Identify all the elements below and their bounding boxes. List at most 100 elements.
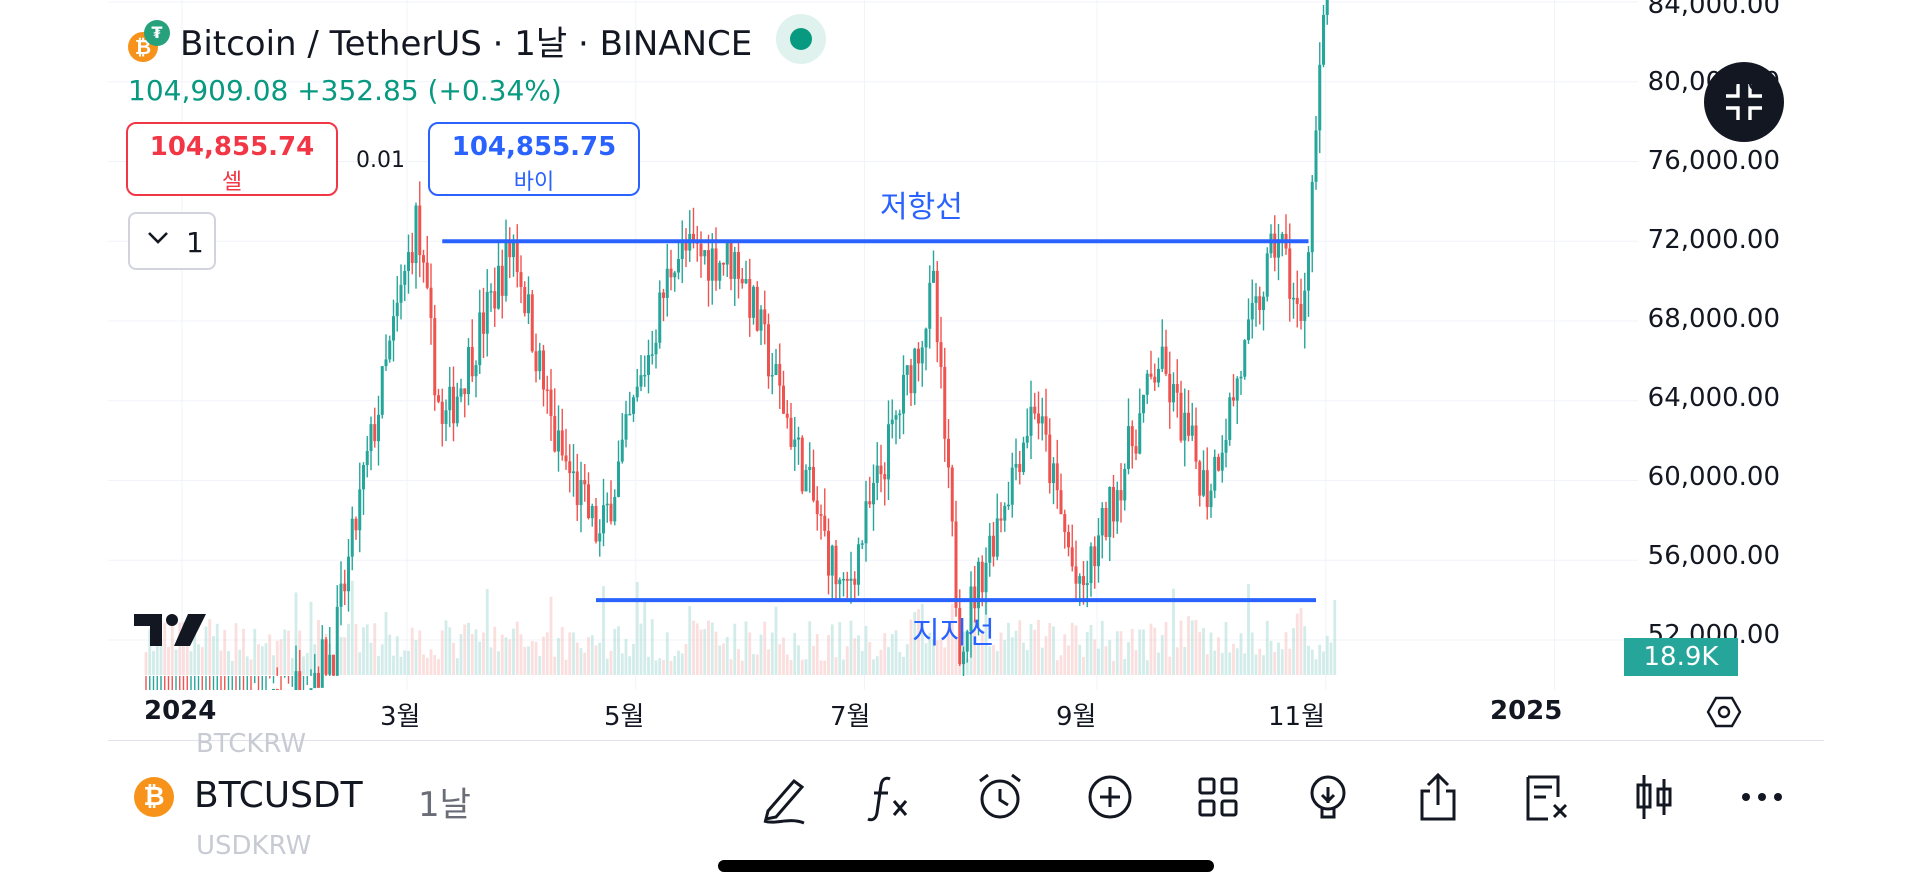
volume-bar — [410, 627, 414, 675]
volume-bar — [767, 649, 770, 675]
spread-value: 0.01 — [356, 148, 405, 173]
volume-bar — [1153, 627, 1157, 675]
candle-body — [677, 258, 680, 273]
candle-body — [770, 375, 774, 377]
candle-body — [482, 312, 485, 334]
candle-body — [455, 396, 459, 424]
collapse-button[interactable] — [1704, 62, 1784, 142]
volume-bar — [1265, 620, 1269, 675]
candle-body — [999, 518, 1003, 521]
volume-bar — [1295, 613, 1299, 675]
candle-body — [1082, 576, 1085, 586]
volume-bar — [560, 626, 564, 675]
candle-body — [1220, 452, 1224, 471]
volume-bar — [512, 628, 515, 675]
volume-bar — [1284, 632, 1288, 675]
candle-body — [812, 466, 815, 501]
candle-body — [1007, 504, 1010, 507]
watchlist-button[interactable] — [1516, 767, 1576, 827]
sell-price: 104,855.74 — [149, 132, 315, 162]
candle-body — [542, 350, 545, 390]
volume-bar — [684, 643, 688, 675]
volume-bar — [849, 620, 853, 675]
candle-body — [763, 309, 767, 325]
volume-bar — [804, 659, 808, 675]
candle-body — [913, 348, 917, 394]
alarm-button[interactable] — [970, 767, 1030, 827]
volume-bar — [1194, 620, 1198, 675]
volume-bar — [257, 644, 260, 675]
volume-bar — [358, 652, 362, 675]
volume-bar — [343, 637, 347, 675]
candle-body — [1164, 346, 1168, 374]
resistance-label[interactable]: 저항선 — [880, 190, 963, 225]
volume-bar — [1018, 620, 1022, 675]
support-label[interactable]: 지지선 — [912, 616, 995, 651]
volume-bar — [242, 628, 245, 675]
buy-price: 104,855.75 — [451, 132, 617, 162]
volume-bar — [632, 643, 635, 675]
layout-button[interactable] — [1188, 767, 1248, 827]
candle-body — [433, 318, 437, 396]
volume-bar — [827, 635, 830, 675]
candle-body — [452, 386, 455, 424]
candle-body — [1119, 490, 1123, 501]
candle-body — [1213, 456, 1217, 491]
candle-body — [703, 250, 707, 257]
sell-button[interactable]: 104,855.74 셀 — [126, 122, 338, 196]
volume-bar — [557, 638, 560, 675]
symbol-title[interactable]: Bitcoin / TetherUS · 1날 · BINANCE — [180, 24, 753, 64]
chart-area[interactable] — [108, 0, 1808, 690]
candle-body — [838, 579, 842, 585]
candle-body — [602, 505, 605, 534]
price-axis-label: 60,000.00 — [1647, 462, 1780, 492]
volume-bar — [530, 641, 534, 675]
chart-type-button[interactable] — [1624, 767, 1684, 827]
volume-bar — [305, 652, 309, 675]
candle-body — [553, 416, 557, 452]
candle-body — [1314, 130, 1318, 182]
volume-bar — [395, 636, 399, 675]
buy-button[interactable]: 104,855.75 바이 — [428, 122, 640, 196]
candle-body — [1247, 319, 1250, 341]
more-button[interactable] — [1732, 767, 1792, 827]
volume-bar — [542, 636, 545, 675]
candle-body — [440, 401, 444, 424]
volume-bar — [647, 656, 650, 675]
add-button[interactable] — [1080, 767, 1140, 827]
volume-bar — [538, 655, 542, 675]
candle-body — [1130, 426, 1134, 447]
quantity-dropdown[interactable]: 1 — [128, 212, 216, 270]
volume-bar — [658, 658, 662, 675]
draw-button[interactable] — [754, 767, 814, 827]
candle-body — [320, 639, 324, 688]
volume-bar — [1277, 642, 1280, 675]
volume-bar — [279, 639, 283, 675]
volume-bar — [208, 619, 212, 675]
candle-body — [1127, 426, 1130, 469]
indicators-button[interactable] — [860, 767, 920, 827]
home-indicator[interactable] — [718, 860, 1214, 872]
candle-body — [448, 386, 452, 411]
ideas-button[interactable] — [1298, 767, 1358, 827]
volume-bar — [602, 586, 605, 675]
volume-bar — [1097, 648, 1100, 675]
volume-bar — [594, 645, 598, 675]
volume-bar — [467, 622, 470, 675]
candle-body — [917, 348, 920, 364]
volume-bar — [935, 640, 939, 675]
candle-body — [868, 501, 872, 505]
candle-body — [692, 233, 695, 242]
candle-body — [1250, 302, 1254, 320]
market-status-icon[interactable] — [776, 14, 826, 64]
volume-bar — [965, 658, 969, 675]
settings-icon[interactable] — [1706, 694, 1742, 730]
candle-body — [935, 270, 939, 343]
share-button[interactable] — [1408, 767, 1468, 827]
interval-button[interactable]: 1날 — [418, 785, 471, 825]
candle-body — [815, 500, 819, 515]
volume-bar — [478, 641, 482, 675]
candle-body — [632, 397, 635, 414]
symbol-button[interactable]: BTCUSDT — [194, 775, 363, 816]
price-chart[interactable] — [108, 0, 1808, 690]
